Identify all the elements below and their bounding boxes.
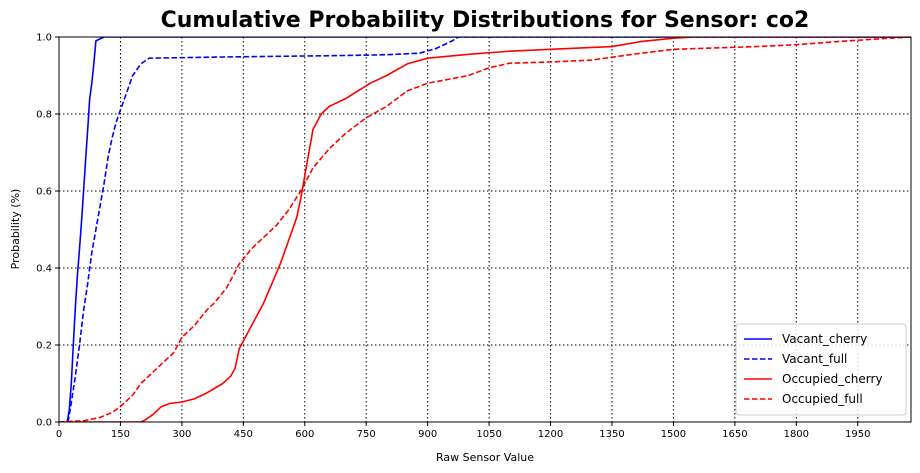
legend-label: Occupied_full <box>782 392 863 406</box>
chart-title: Cumulative Probability Distributions for… <box>161 8 810 33</box>
x-tick-label: 1650 <box>722 429 747 440</box>
y-tick-label: 0.8 <box>36 110 52 121</box>
series-line-vacant-full <box>67 37 911 422</box>
y-tick-label: 1.0 <box>36 33 52 44</box>
legend-label: Vacant_cherry <box>782 332 867 346</box>
x-tick-label: 0 <box>56 429 62 440</box>
x-tick-label: 1800 <box>784 429 809 440</box>
x-tick-label: 1200 <box>538 429 563 440</box>
legend-label: Occupied_cherry <box>782 372 883 386</box>
y-tick-label: 0.0 <box>36 418 52 429</box>
legend: Vacant_cherry Vacant_full Occupied_cherry O… <box>735 323 907 416</box>
y-axis-label: Probability (%) <box>9 189 22 270</box>
x-tick-label: 1500 <box>661 429 686 440</box>
y-tick-label: 0.2 <box>36 341 52 352</box>
series-line-occupied-full <box>59 37 911 422</box>
x-tick-label: 150 <box>111 429 130 440</box>
legend-label: Vacant_full <box>782 352 847 366</box>
x-tick-label: 900 <box>418 429 437 440</box>
x-axis-label: Raw Sensor Value <box>436 451 534 464</box>
x-tick-label: 300 <box>172 429 191 440</box>
x-tick-label: 600 <box>295 429 314 440</box>
x-tick-label: 1050 <box>476 429 501 440</box>
x-tick-label: 450 <box>234 429 253 440</box>
x-tick-label: 1950 <box>845 429 870 440</box>
y-tick-label: 0.6 <box>36 187 52 198</box>
x-axis-ticks: 0 150 300 450 600 750 900 1050 1200 1350 1500 1650 1… <box>56 422 870 440</box>
series-line-occupied-cherry <box>59 37 911 422</box>
y-tick-label: 0.4 <box>36 264 52 275</box>
plot-frame <box>58 36 912 423</box>
series-lines <box>59 37 911 422</box>
legend-box <box>735 323 907 416</box>
series-line-vacant-cherry <box>66 37 911 422</box>
y-axis-ticks: 0.0 0.2 0.4 0.6 0.8 1.0 <box>36 33 59 429</box>
x-tick-label: 750 <box>357 429 376 440</box>
x-tick-label: 1350 <box>599 429 624 440</box>
